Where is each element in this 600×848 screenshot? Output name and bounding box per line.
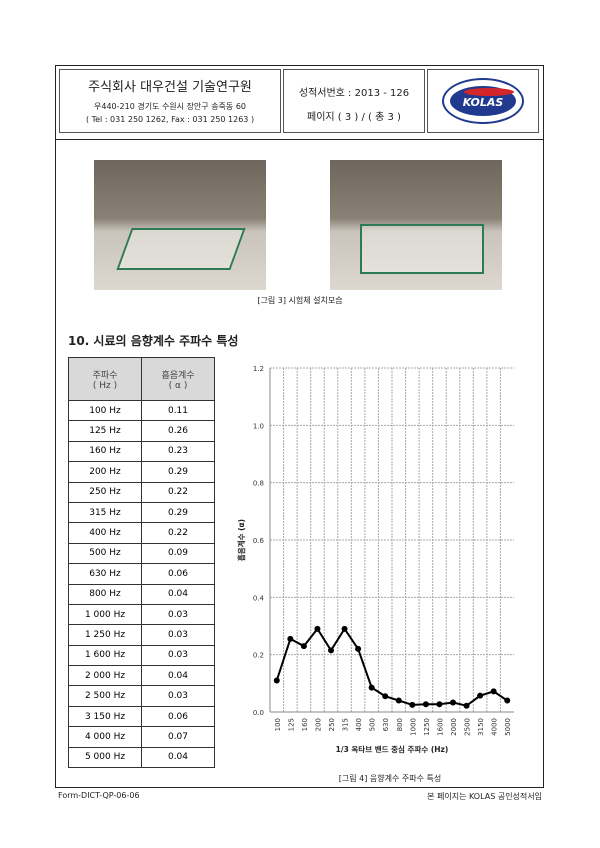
series-line <box>275 627 508 707</box>
x-tick-label: 200 <box>314 718 322 731</box>
x-tick-label: 250 <box>328 718 336 731</box>
data-point <box>368 684 375 691</box>
footer-form-id: Form-DICT-QP-06-06 <box>58 791 140 800</box>
table-row: 125 Hz 0.26 <box>68 420 215 442</box>
y-tick-label: 0.6 <box>253 537 265 545</box>
data-point <box>436 701 443 708</box>
x-tick-label: 125 <box>287 718 295 731</box>
report-number: 성적서번호 : 2013 - 126 <box>298 88 410 99</box>
x-tick-label: 1600 <box>436 718 444 736</box>
section-title: 10. 시료의 음향계수 주파수 특성 <box>68 334 239 348</box>
data-point <box>477 692 484 699</box>
col-coefficient: 흡음계수( α ) <box>141 357 215 401</box>
page-number: 페이지 ( 3 ) / ( 총 3 ) <box>307 112 401 123</box>
x-tick-label: 800 <box>396 718 404 731</box>
kolas-logo: KOLAS <box>442 78 524 124</box>
table-row: 2 500 Hz 0.03 <box>68 685 215 707</box>
address: 우440-210 경기도 수원시 장안구 송죽동 60 <box>94 102 246 111</box>
figure4-caption: [그림 4] 음향계수 주파수 특성 <box>338 774 442 783</box>
photo-left <box>94 160 266 290</box>
x-tick-label: 1250 <box>423 718 431 736</box>
report-cell: 성적서번호 : 2013 - 126 페이지 ( 3 ) / ( 총 3 ) <box>283 69 425 133</box>
data-point <box>355 645 362 652</box>
header: 주식회사 대우건설 기술연구원 우440-210 경기도 수원시 장안구 송죽동… <box>55 65 544 140</box>
data-point <box>328 647 334 654</box>
photo-right <box>330 160 502 290</box>
x-tick-label: 100 <box>274 718 282 731</box>
absorption-table: 주파수( Hz ) 흡음계수( α ) 100 Hz 0.11 125 Hz 0.26… <box>68 357 215 769</box>
y-tick-label: 0.8 <box>253 480 264 488</box>
data-point <box>422 701 429 708</box>
table-row: 1 250 Hz 0.03 <box>68 624 215 646</box>
data-point <box>409 701 416 708</box>
x-tick-label: 160 <box>301 718 309 731</box>
table-row: 1 000 Hz 0.03 <box>68 603 215 626</box>
phone: ( Tel : 031 250 1262, Fax : 031 250 1263… <box>85 115 255 124</box>
data-point <box>463 702 470 709</box>
table-row: 5 000 Hz 0.04 <box>68 746 215 769</box>
y-tick-label: 0.0 <box>253 709 264 717</box>
table-row: 500 Hz 0.09 <box>68 542 215 565</box>
x-tick-label: 1000 <box>409 718 417 736</box>
x-tick-label: 500 <box>369 718 377 731</box>
data-point <box>287 635 294 642</box>
data-point <box>450 699 456 706</box>
x-axis-label: 1/3 옥타브 밴드 중심 주파수 (Hz) <box>336 744 449 754</box>
footer-note: 본 페이지는 KOLAS 공인성적서임 <box>427 792 542 801</box>
x-tick-label: 3150 <box>477 718 485 736</box>
org-cell: 주식회사 대우건설 기술연구원 우440-210 경기도 수원시 장안구 송죽동… <box>59 69 281 133</box>
x-tick-label: 4000 <box>491 718 499 736</box>
data-point <box>273 677 280 684</box>
logo-cell: KOLAS <box>427 69 539 133</box>
y-tick-label: 0.2 <box>253 652 264 660</box>
frequency-cell: 5 000 Hz <box>68 746 142 769</box>
org-name: 주식회사 대우건설 기술연구원 <box>88 80 252 95</box>
y-tick-label: 1.0 <box>253 422 264 430</box>
y-tick-label: 1.2 <box>253 365 264 373</box>
figure3-caption: [그림 3] 시험체 설치모습 <box>257 296 343 305</box>
x-tick-label: 2500 <box>464 718 472 736</box>
table-row: 315 Hz 0.29 <box>68 501 215 524</box>
table-row: 1 600 Hz 0.03 <box>68 644 215 667</box>
table-row: 4 000 Hz 0.07 <box>68 726 215 748</box>
y-axis-label: 흡음계수 (α) <box>236 519 246 561</box>
coefficient-cell: 0.04 <box>141 746 215 769</box>
table-row: 800 Hz 0.04 <box>68 583 215 605</box>
data-point <box>382 693 389 700</box>
data-point <box>314 625 321 632</box>
page-border <box>55 65 544 788</box>
x-tick-label: 630 <box>382 718 390 731</box>
logo-text: KOLAS <box>462 96 504 109</box>
data-point <box>395 697 402 704</box>
data-point <box>490 688 497 695</box>
table-row: 200 Hz 0.29 <box>68 461 215 483</box>
x-tick-label: 5000 <box>504 718 512 736</box>
x-tick-label: 2000 <box>450 718 458 736</box>
data-point <box>341 625 348 632</box>
x-tick-label: 400 <box>355 718 363 731</box>
y-tick-label: 0.4 <box>253 594 265 602</box>
col-frequency: 주파수( Hz ) <box>68 357 142 401</box>
table-row: 400 Hz 0.22 <box>68 522 215 544</box>
x-tick-label: 315 <box>342 718 350 731</box>
data-point <box>504 697 511 704</box>
data-point <box>300 643 307 650</box>
